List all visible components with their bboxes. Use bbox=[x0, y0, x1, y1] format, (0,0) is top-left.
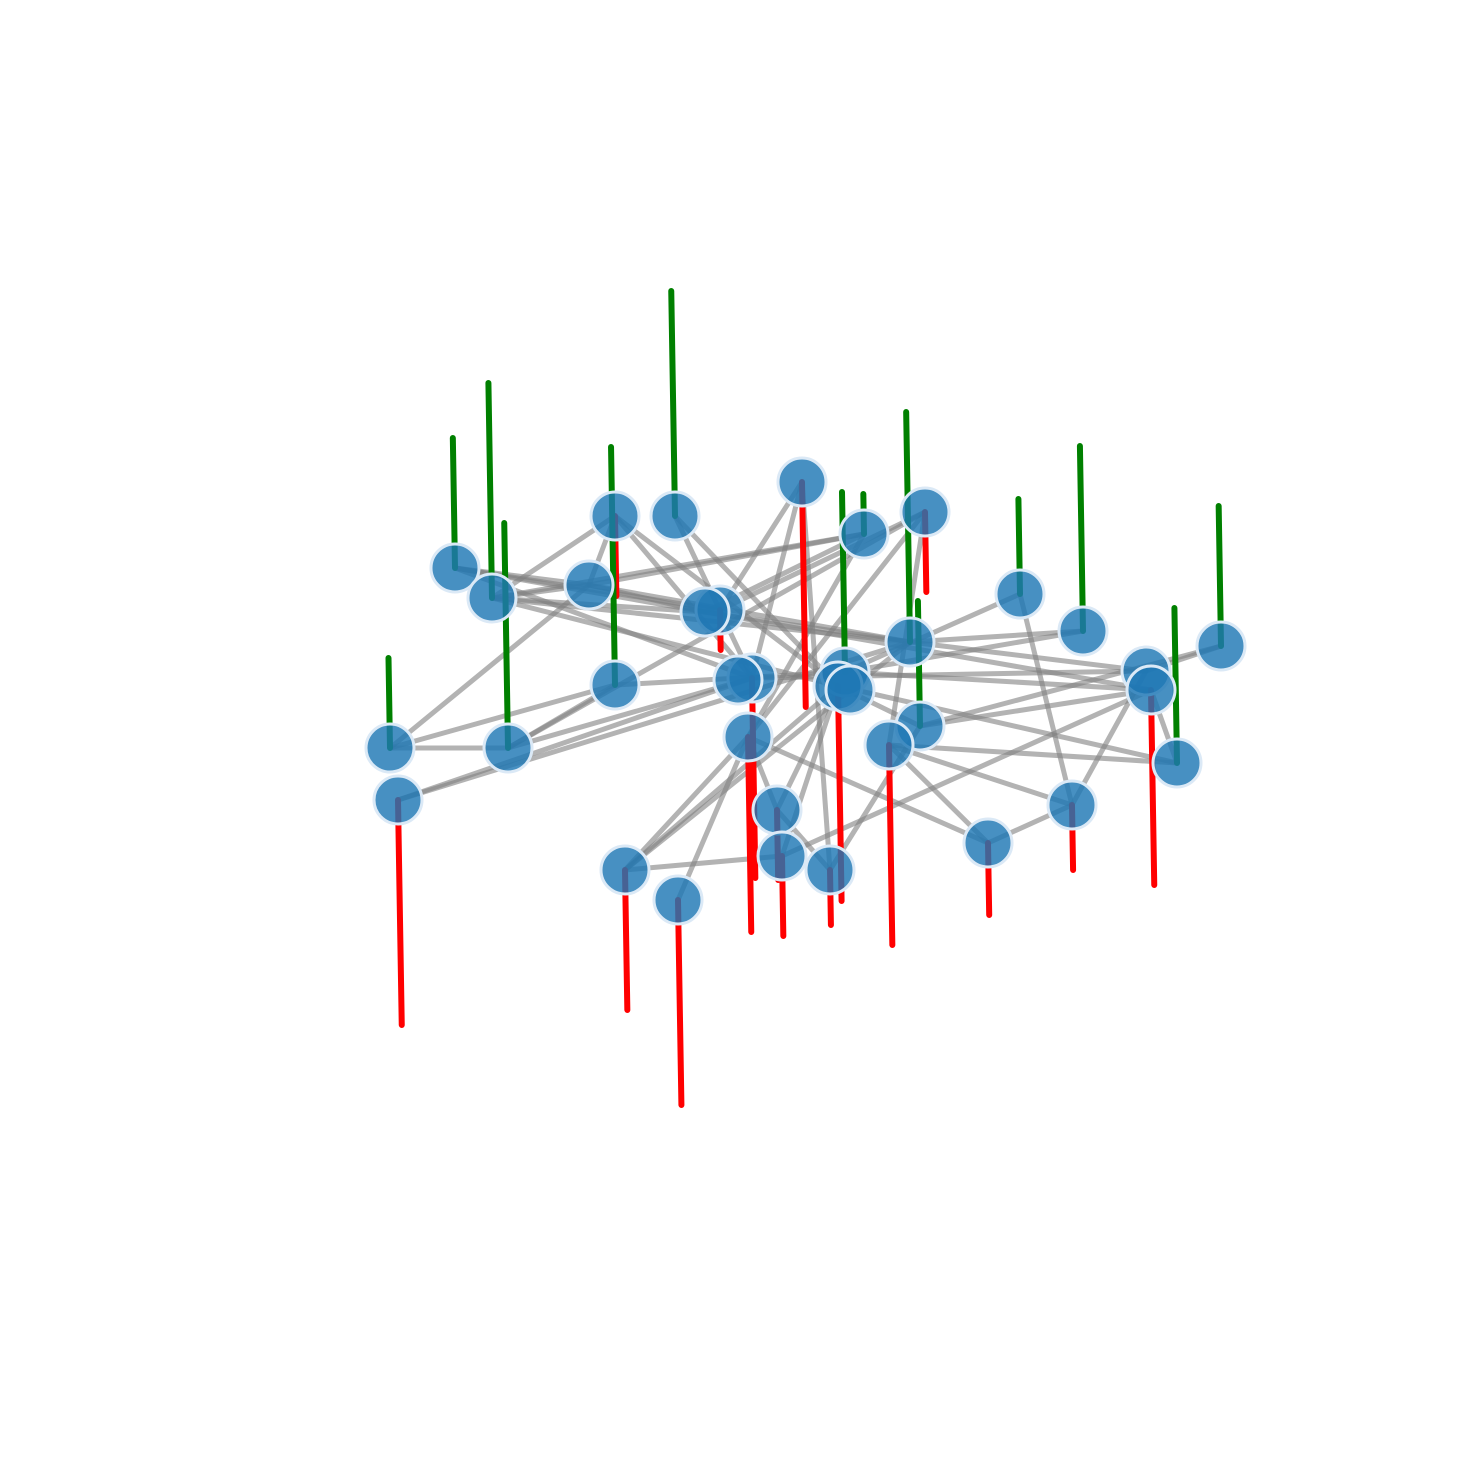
graph-node bbox=[751, 784, 803, 836]
graph-node bbox=[1057, 605, 1109, 657]
graph-edge bbox=[612, 513, 755, 681]
negative-stem bbox=[749, 675, 759, 881]
graph-edge bbox=[675, 734, 751, 903]
nodes-layer bbox=[364, 456, 1247, 926]
graph-edge bbox=[505, 675, 755, 751]
graph-edge bbox=[886, 742, 1075, 808]
graph-edge bbox=[749, 479, 805, 681]
negative-stem bbox=[745, 734, 755, 935]
graph-edge bbox=[842, 669, 1154, 693]
graph-node bbox=[824, 664, 876, 716]
graph-edge bbox=[907, 628, 1086, 645]
graph-edge bbox=[745, 734, 991, 846]
graph-node bbox=[364, 722, 416, 774]
graph-edge bbox=[907, 639, 1149, 674]
positive-stem bbox=[668, 288, 678, 519]
graph-node bbox=[429, 542, 481, 594]
graph-node bbox=[863, 719, 915, 771]
graph-node bbox=[722, 711, 774, 763]
graph-edge bbox=[917, 687, 1154, 729]
graph-edge bbox=[586, 531, 867, 588]
graph-node bbox=[756, 830, 808, 882]
graph-node bbox=[372, 774, 424, 826]
negative-stem bbox=[675, 897, 685, 1108]
graph-node bbox=[649, 490, 701, 542]
positive-stem bbox=[501, 520, 511, 751]
graph-node bbox=[679, 586, 731, 638]
graph-node bbox=[589, 659, 641, 711]
graph-node bbox=[1195, 620, 1247, 672]
graph-edge bbox=[842, 628, 1086, 675]
graph-node bbox=[962, 817, 1014, 869]
negative-stem bbox=[1148, 687, 1158, 888]
graph-node bbox=[994, 568, 1046, 620]
graph-node bbox=[804, 844, 856, 896]
graph-edge bbox=[622, 734, 751, 873]
graph-node bbox=[599, 844, 651, 896]
graph-node bbox=[899, 486, 951, 538]
positive-stem bbox=[1076, 443, 1086, 634]
negative-stem bbox=[799, 479, 809, 710]
graph-node bbox=[652, 874, 704, 926]
graph-edge bbox=[717, 509, 928, 613]
graph-node bbox=[482, 722, 534, 774]
graph-edge bbox=[1017, 591, 1075, 808]
graph-node bbox=[563, 559, 615, 611]
positive-stem bbox=[485, 380, 495, 601]
graph-node bbox=[466, 572, 518, 624]
graph-node bbox=[1046, 779, 1098, 831]
graph-edge bbox=[387, 682, 618, 751]
graph-node bbox=[838, 508, 890, 560]
graph-node bbox=[712, 654, 764, 706]
graph-node bbox=[776, 456, 828, 508]
graph-edge bbox=[489, 595, 841, 689]
negative-stem bbox=[395, 797, 405, 1028]
positive-stem bbox=[608, 444, 618, 688]
graph-edge bbox=[886, 742, 1180, 766]
graph-node bbox=[884, 616, 936, 668]
negative-stem bbox=[886, 742, 896, 948]
graph-node bbox=[1125, 664, 1177, 716]
graph-edge bbox=[745, 509, 928, 740]
graph-node bbox=[1151, 737, 1203, 789]
graph-node bbox=[589, 490, 641, 542]
